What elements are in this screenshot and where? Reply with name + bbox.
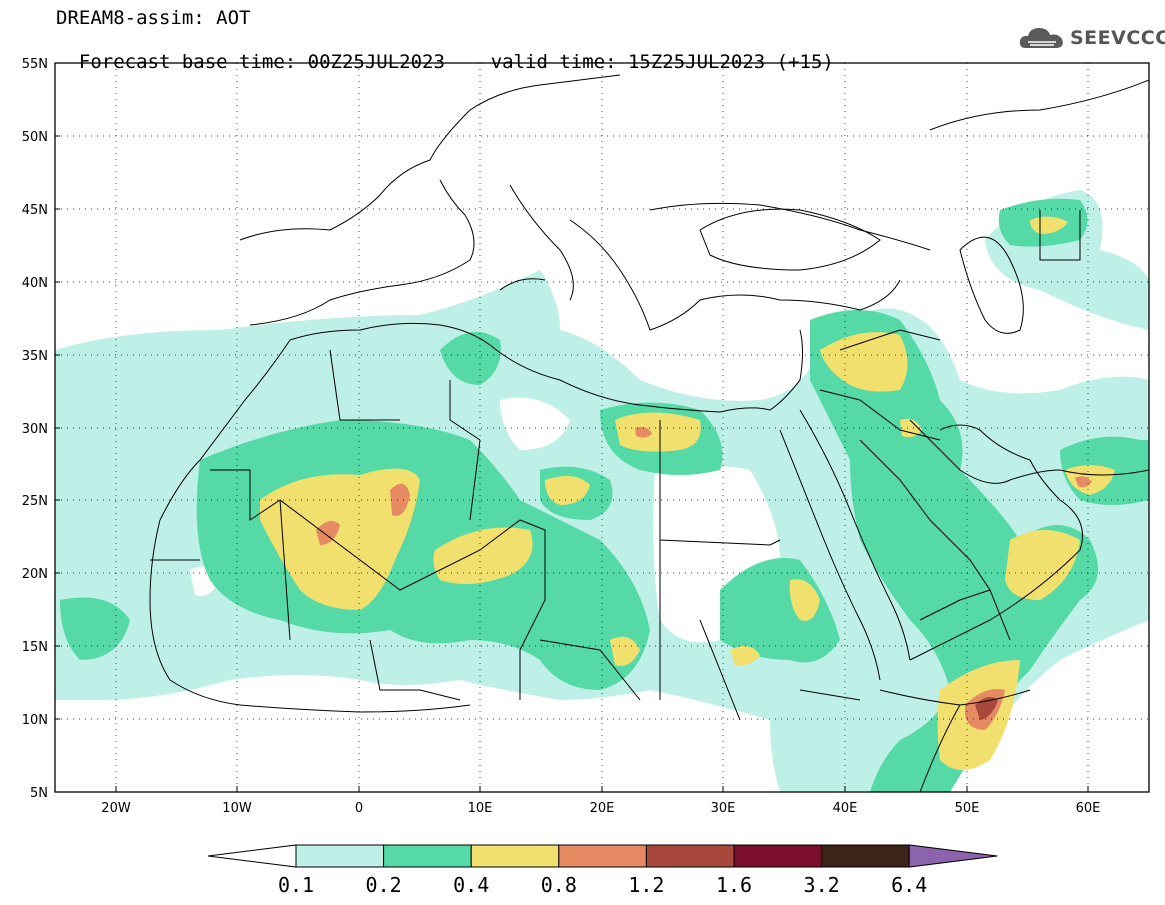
lon-label: 50E bbox=[955, 801, 980, 816]
lon-label: 10E bbox=[468, 801, 493, 816]
cloud-icon bbox=[1019, 28, 1063, 48]
colorbar-high-arrow bbox=[908, 844, 998, 868]
colorbar-level-label: 0.4 bbox=[453, 873, 489, 897]
colorbar-level-label: 0.8 bbox=[541, 873, 577, 897]
colorbar-segment bbox=[733, 844, 823, 868]
colorbar-level-label: 3.2 bbox=[804, 873, 840, 897]
longitude-labels: 20W 10W 0 10E 20E 30E 40E 50E 60E bbox=[101, 801, 1100, 816]
tick-marks bbox=[55, 62, 1089, 793]
logo-text: SEEVCCC bbox=[1070, 27, 1165, 49]
lat-label: 30N bbox=[22, 422, 48, 437]
lon-label: 20E bbox=[590, 801, 615, 816]
colorbar-level-label: 6.4 bbox=[891, 873, 927, 897]
lat-label: 25N bbox=[22, 494, 48, 509]
map-title: DREAM8-assim: AOT bbox=[56, 7, 251, 29]
time-info: Forecast base time: 00Z25JUL2023 valid t… bbox=[56, 32, 834, 72]
colorbar-segment bbox=[645, 844, 735, 868]
colorbar: 0.1 0.2 0.4 0.8 1.2 1.6 3.2 6.4 bbox=[207, 844, 998, 897]
colorbar-segment bbox=[295, 844, 385, 868]
lat-label: 15N bbox=[22, 640, 48, 655]
colorbar-level-label: 0.2 bbox=[366, 873, 402, 897]
lat-label: 50N bbox=[22, 130, 48, 145]
lon-label: 40E bbox=[833, 801, 858, 816]
seevccc-logo: SEEVCCC bbox=[1018, 24, 1165, 52]
colorbar-segment bbox=[383, 844, 472, 868]
colorbar-level-label: 1.2 bbox=[628, 873, 664, 897]
coastlines bbox=[149, 74, 1149, 792]
lon-label: 60E bbox=[1076, 801, 1101, 816]
lat-label: 20N bbox=[22, 567, 48, 582]
base-time-label: Forecast base time: 00Z25JUL2023 bbox=[78, 51, 445, 73]
lon-label: 30E bbox=[711, 801, 736, 816]
lat-label: 35N bbox=[22, 349, 48, 364]
colorbar-segment bbox=[558, 844, 647, 868]
colorbar-segment bbox=[470, 844, 560, 868]
colorbar-segment bbox=[821, 844, 910, 868]
lat-label: 5N bbox=[30, 786, 48, 801]
lat-label: 45N bbox=[22, 203, 48, 218]
lat-label: 40N bbox=[22, 276, 48, 291]
lon-label: 10W bbox=[222, 801, 252, 816]
valid-time-label: valid time: 15Z25JUL2023 (+15) bbox=[490, 51, 834, 73]
graticule bbox=[55, 63, 1149, 792]
lat-label: 10N bbox=[22, 713, 48, 728]
latitude-labels: 55N 50N 45N 40N 35N 30N 25N 20N 15N 10N … bbox=[22, 57, 48, 801]
lon-label: 0 bbox=[355, 801, 363, 816]
lon-label: 20W bbox=[101, 801, 131, 816]
lat-label: 55N bbox=[22, 57, 48, 72]
colorbar-low-arrow bbox=[207, 844, 297, 868]
colorbar-level-label: 0.1 bbox=[278, 873, 314, 897]
colorbar-level-label: 1.6 bbox=[716, 873, 752, 897]
